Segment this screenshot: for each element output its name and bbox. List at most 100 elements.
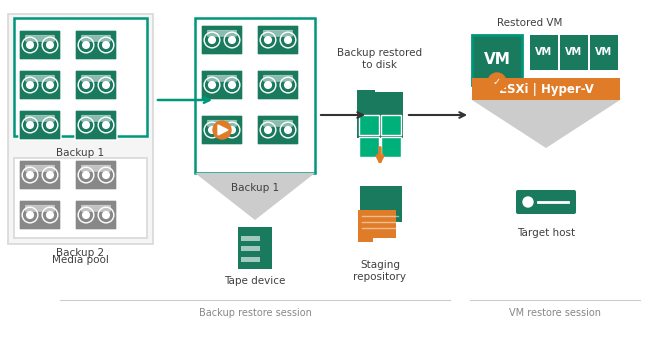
Circle shape — [42, 167, 58, 183]
FancyBboxPatch shape — [201, 70, 243, 100]
Circle shape — [285, 127, 291, 134]
FancyBboxPatch shape — [241, 246, 260, 251]
FancyBboxPatch shape — [81, 205, 111, 211]
Text: VM: VM — [483, 52, 510, 68]
Circle shape — [265, 37, 271, 43]
Circle shape — [22, 37, 38, 53]
FancyBboxPatch shape — [360, 186, 402, 222]
Text: VM restore session: VM restore session — [509, 308, 601, 318]
FancyBboxPatch shape — [357, 92, 403, 138]
Text: VM: VM — [595, 47, 612, 57]
Circle shape — [78, 117, 94, 133]
Text: Backup restore session: Backup restore session — [199, 308, 311, 318]
Circle shape — [46, 122, 54, 128]
Circle shape — [26, 82, 33, 88]
Circle shape — [209, 82, 215, 88]
Circle shape — [488, 73, 506, 91]
FancyBboxPatch shape — [381, 137, 401, 157]
FancyBboxPatch shape — [257, 70, 299, 100]
Circle shape — [103, 212, 109, 218]
FancyBboxPatch shape — [81, 75, 111, 81]
FancyBboxPatch shape — [19, 160, 61, 190]
Text: VM: VM — [536, 47, 553, 57]
Circle shape — [42, 207, 58, 223]
Circle shape — [78, 37, 94, 53]
FancyBboxPatch shape — [26, 205, 54, 211]
FancyBboxPatch shape — [359, 137, 379, 157]
FancyBboxPatch shape — [257, 115, 299, 145]
Circle shape — [83, 172, 89, 178]
Circle shape — [103, 172, 109, 178]
Circle shape — [204, 32, 220, 48]
Circle shape — [46, 172, 54, 178]
FancyBboxPatch shape — [266, 231, 272, 265]
Text: Backup restored
to disk: Backup restored to disk — [338, 48, 422, 70]
Circle shape — [78, 167, 94, 183]
Circle shape — [83, 82, 89, 88]
FancyBboxPatch shape — [75, 30, 117, 60]
Circle shape — [260, 122, 276, 138]
FancyBboxPatch shape — [75, 200, 117, 230]
FancyBboxPatch shape — [263, 120, 293, 126]
Circle shape — [42, 37, 58, 53]
Polygon shape — [218, 125, 228, 135]
FancyBboxPatch shape — [26, 35, 54, 41]
Text: Tape device: Tape device — [224, 276, 286, 286]
Circle shape — [26, 42, 33, 48]
Circle shape — [523, 197, 533, 207]
FancyBboxPatch shape — [207, 30, 236, 36]
Circle shape — [78, 207, 94, 223]
Circle shape — [83, 122, 89, 128]
Circle shape — [280, 32, 296, 48]
Circle shape — [103, 122, 109, 128]
Circle shape — [260, 77, 276, 93]
FancyBboxPatch shape — [75, 70, 117, 100]
FancyBboxPatch shape — [207, 120, 236, 126]
Circle shape — [98, 207, 114, 223]
Circle shape — [204, 77, 220, 93]
FancyBboxPatch shape — [590, 35, 618, 70]
Circle shape — [228, 37, 236, 43]
Circle shape — [26, 172, 33, 178]
Circle shape — [83, 212, 89, 218]
FancyBboxPatch shape — [75, 110, 117, 140]
FancyBboxPatch shape — [263, 30, 293, 36]
FancyBboxPatch shape — [14, 18, 147, 136]
FancyBboxPatch shape — [207, 75, 236, 81]
Circle shape — [209, 127, 215, 134]
FancyBboxPatch shape — [530, 35, 558, 70]
Circle shape — [46, 82, 54, 88]
Circle shape — [42, 117, 58, 133]
FancyBboxPatch shape — [26, 115, 54, 121]
FancyBboxPatch shape — [201, 25, 243, 55]
Text: Backup 1: Backup 1 — [231, 183, 279, 193]
Circle shape — [98, 77, 114, 93]
Text: ESXi | Hyper-V: ESXi | Hyper-V — [498, 82, 593, 96]
Circle shape — [265, 127, 271, 134]
FancyBboxPatch shape — [472, 35, 522, 85]
FancyBboxPatch shape — [241, 236, 260, 241]
Circle shape — [260, 32, 276, 48]
Circle shape — [224, 77, 240, 93]
Circle shape — [98, 37, 114, 53]
Text: Staging
repository: Staging repository — [354, 260, 406, 282]
Circle shape — [22, 77, 38, 93]
FancyBboxPatch shape — [81, 165, 111, 171]
FancyBboxPatch shape — [195, 18, 315, 173]
FancyBboxPatch shape — [26, 75, 54, 81]
Circle shape — [209, 37, 215, 43]
Circle shape — [78, 77, 94, 93]
FancyBboxPatch shape — [359, 115, 379, 135]
FancyBboxPatch shape — [81, 35, 111, 41]
Circle shape — [224, 122, 240, 138]
FancyBboxPatch shape — [14, 158, 147, 238]
Text: VM: VM — [565, 47, 583, 57]
Circle shape — [46, 212, 54, 218]
Circle shape — [22, 167, 38, 183]
Circle shape — [228, 127, 236, 134]
FancyBboxPatch shape — [560, 35, 588, 70]
Circle shape — [22, 117, 38, 133]
Circle shape — [42, 77, 58, 93]
Polygon shape — [472, 100, 620, 148]
Circle shape — [280, 77, 296, 93]
